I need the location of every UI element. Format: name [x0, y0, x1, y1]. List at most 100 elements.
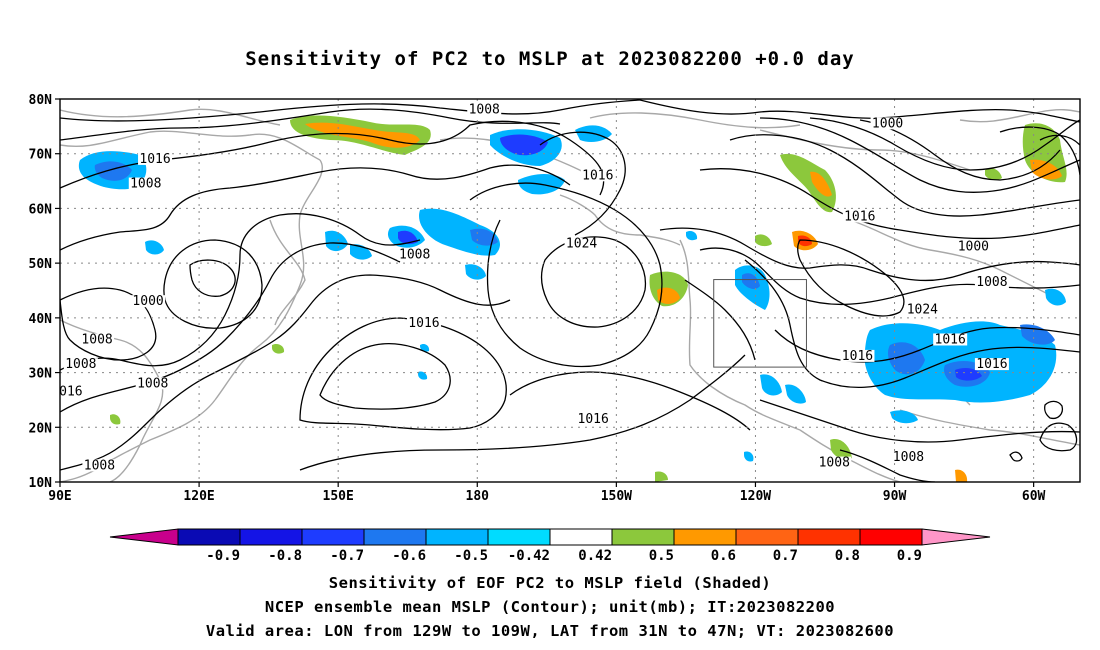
contour-label: 1008: [65, 357, 96, 372]
colorbar-tick-label: -0.6: [392, 548, 426, 564]
lon-tick-label: 60W: [1022, 489, 1046, 504]
contour-label-bg: [842, 210, 877, 223]
contour-label-bg: [891, 451, 926, 464]
lat-tick-label: 60N: [29, 202, 53, 217]
contour-label-bg: [576, 412, 611, 425]
contour-label: 1008: [399, 248, 430, 263]
contour-label: 1008: [81, 332, 112, 347]
contour-label: 1000: [958, 239, 989, 254]
lon-tick-label: 120E: [183, 489, 214, 504]
colorbar-segment: [239, 528, 303, 546]
contour-label-bg: [817, 456, 852, 469]
contour-label: 1016: [408, 316, 439, 331]
plot-frame: [59, 98, 1081, 483]
colorbar-segment: [177, 528, 241, 546]
contour-label-bg: [131, 295, 166, 308]
lat-tick-label: 50N: [29, 257, 53, 272]
colorbar-over-triangle: [921, 528, 991, 546]
lon-tick-label: 150W: [601, 489, 632, 504]
contour-label-bg: [82, 459, 117, 472]
contour-label: 1024: [907, 302, 938, 317]
contour-label: 1000: [132, 294, 163, 309]
contour-label-bg: [564, 237, 599, 250]
colorbar-tick-label: -0.8: [268, 548, 302, 564]
contour-label-bg: [80, 333, 115, 346]
colorbar-segment: [673, 528, 737, 546]
map-title: Sensitivity of PC2 to MSLP at 2023082200…: [245, 48, 855, 70]
lon-tick-label: 150E: [323, 489, 354, 504]
colorbar-tick-label: -0.7: [330, 548, 364, 564]
colorbar-tick-label: -0.9: [206, 548, 240, 564]
colorbar-tick-label: 0.9: [897, 548, 922, 564]
contour-label-bg: [138, 152, 173, 165]
contour-label: 1016: [976, 357, 1007, 372]
lon-tick-label: 90E: [48, 489, 71, 504]
colorbar-segment: [859, 528, 923, 546]
lat-tick-label: 30N: [29, 367, 53, 382]
colorbar-segment: [797, 528, 861, 546]
contour-label: 1016: [578, 412, 609, 427]
caption-valid-area: Valid area: LON from 129W to 109W, LAT f…: [205, 622, 895, 640]
lat-tick-label: 20N: [29, 421, 53, 436]
colorbar-tick-label: 0.42: [578, 548, 612, 564]
contour-label-bg: [63, 358, 98, 371]
contour-label-bg: [933, 333, 968, 346]
contour-label: 1016: [842, 349, 873, 364]
contour-labels: 1008 1000 1016 1008 1016 1016 1024 1000 1008 1008…: [51, 103, 1009, 473]
colorbar-segment: [301, 528, 365, 546]
contour-label-bg: [974, 358, 1009, 371]
contour-label-bg: [406, 317, 441, 330]
caption-shading: Sensitivity of EOF PC2 to MSLP field (Sh…: [328, 574, 772, 592]
contour-label: 1016: [844, 209, 875, 224]
latitude-labels: 80N 70N 60N 50N 40N 30N 20N 10N: [29, 93, 60, 491]
colorbar-segment: [611, 528, 675, 546]
longitude-labels: 90E 120E 150E 180 150W 120W 90W 60W: [48, 482, 1046, 504]
contour-label: 1008: [976, 275, 1007, 290]
colorbar-segment: [549, 528, 613, 546]
lat-tick-label: 70N: [29, 148, 53, 163]
colorbar-tick-label: 0.5: [649, 548, 674, 564]
colorbar-tick-label: 0.7: [773, 548, 798, 564]
contour-label: 1024: [566, 237, 597, 252]
colorbar-segment: [425, 528, 489, 546]
contour-label: 1016: [935, 332, 966, 347]
colorbar: -0.9 -0.8 -0.7 -0.6 -0.5 -0.42 0.42 0.5 0.6 0.7 0.…: [109, 528, 991, 564]
colorbar-tick-label: 0.6: [711, 548, 736, 564]
contour-label: 1016: [51, 384, 82, 399]
contour-label-bg: [128, 177, 163, 190]
colorbar-tick-label: -0.42: [508, 548, 550, 564]
valid-area-box: [713, 279, 807, 368]
contour-label-bg: [580, 169, 615, 182]
gridlines: [60, 99, 1080, 482]
contour-label: 1000: [872, 116, 903, 131]
contour-label: 1008: [893, 450, 924, 465]
contour-label: 1008: [819, 456, 850, 471]
colorbar-tick-label: 0.8: [835, 548, 860, 564]
contour-label-bg: [905, 303, 940, 316]
colorbar-tick-label: -0.5: [454, 548, 488, 564]
contour-label-bg: [60, 385, 84, 398]
colorbar-segment: [363, 528, 427, 546]
contour-label-bg: [956, 240, 991, 253]
lat-tick-label: 80N: [29, 93, 53, 108]
lon-tick-label: 90W: [883, 489, 907, 504]
colorbar-segment: [735, 528, 799, 546]
contour-label-bg: [870, 117, 905, 130]
lat-tick-label: 40N: [29, 312, 53, 327]
contour-label-bg: [974, 276, 1009, 289]
contour-label-bg: [397, 248, 432, 261]
colorbar-segment: [487, 528, 551, 546]
contour-label: 1016: [582, 168, 613, 183]
contour-label: 1008: [130, 177, 161, 192]
colorbar-under-triangle: [109, 528, 179, 546]
contour-label-bg: [840, 349, 875, 362]
contour-label: 1008: [84, 458, 115, 473]
contour-label-bg: [467, 103, 502, 116]
caption-contour: NCEP ensemble mean MSLP (Contour); unit(…: [264, 598, 836, 616]
lon-tick-label: 180: [466, 489, 490, 504]
contour-label: 1016: [139, 152, 170, 167]
lon-tick-label: 120W: [740, 489, 771, 504]
contour-label: 1008: [137, 376, 168, 391]
contour-label: 1008: [469, 103, 500, 118]
